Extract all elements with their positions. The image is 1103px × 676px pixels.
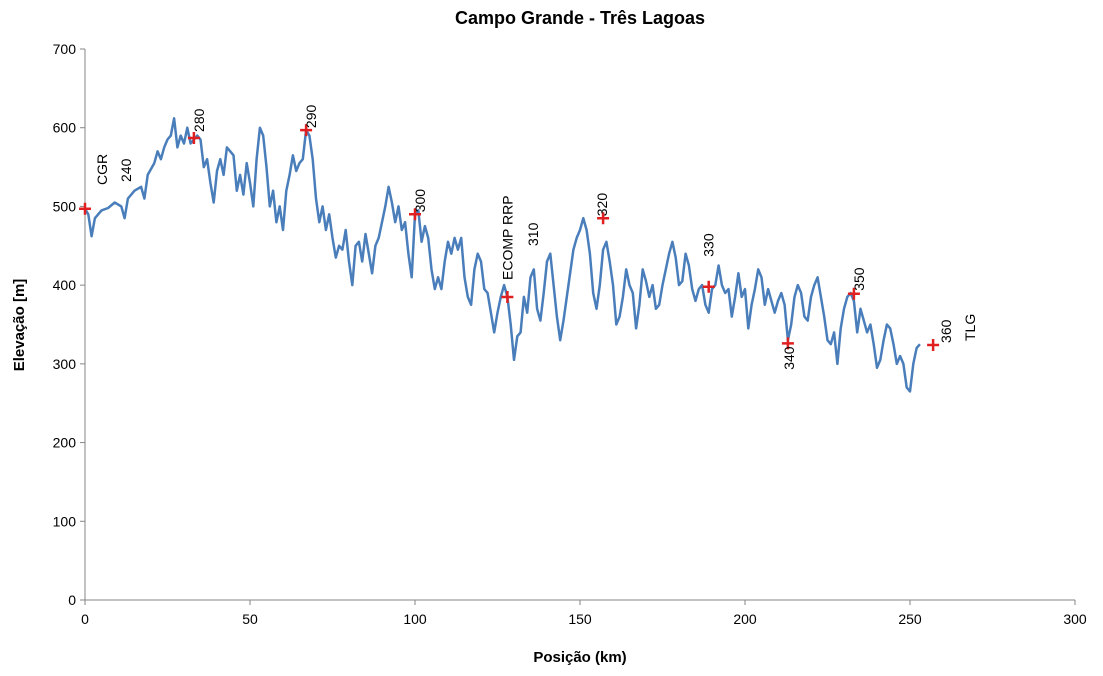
- chart-title: Campo Grande - Três Lagoas: [455, 8, 705, 28]
- x-tick-label: 50: [242, 611, 258, 627]
- station-marker: [501, 290, 514, 303]
- station-label: 340: [781, 346, 797, 370]
- station-label: ECOMP RRP: [499, 195, 515, 280]
- y-tick-label: 500: [53, 198, 77, 214]
- station-label: 300: [412, 189, 428, 213]
- annotation: TLG: [962, 314, 978, 341]
- annotation: CGR: [94, 154, 110, 185]
- station-label: 350: [851, 267, 867, 291]
- station-marker: [781, 337, 794, 350]
- x-tick-label: 150: [568, 611, 592, 627]
- station-marker: [79, 202, 91, 215]
- annotation: 310: [525, 222, 541, 246]
- y-axis-label: Elevação [m]: [11, 279, 28, 372]
- station-label: 290: [303, 105, 319, 129]
- y-tick-label: 700: [53, 41, 77, 57]
- station-label: 360: [938, 319, 954, 343]
- station-marker: [927, 338, 940, 351]
- y-tick-label: 600: [53, 120, 77, 136]
- y-tick-label: 200: [53, 435, 77, 451]
- station-marker: [300, 124, 313, 137]
- station-marker: [702, 280, 715, 293]
- y-tick-label: 400: [53, 277, 77, 293]
- y-tick-label: 100: [53, 513, 77, 529]
- station-label: 330: [701, 233, 717, 257]
- x-tick-label: 100: [403, 611, 427, 627]
- y-tick-label: 300: [53, 356, 77, 372]
- station-marker: [187, 131, 200, 144]
- x-tick-label: 300: [1063, 611, 1087, 627]
- x-tick-label: 250: [898, 611, 922, 627]
- y-tick-label: 0: [68, 592, 76, 608]
- station-marker: [847, 287, 860, 300]
- elevation-line: [83, 117, 921, 393]
- x-axis-label: Posição (km): [533, 649, 626, 666]
- station-label: 320: [594, 193, 610, 217]
- station-label: 280: [191, 108, 207, 132]
- x-tick-label: 0: [81, 611, 89, 627]
- annotation: 240: [118, 158, 134, 182]
- station-marker: [409, 208, 421, 221]
- station-marker: [597, 212, 610, 225]
- x-tick-label: 200: [733, 611, 757, 627]
